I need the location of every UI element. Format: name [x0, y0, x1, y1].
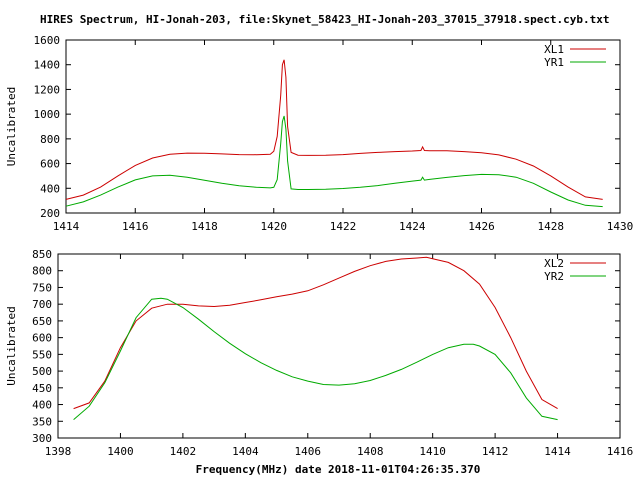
top-x-tick-label: 1430 — [607, 220, 634, 233]
top-x-tick-label: 1418 — [191, 220, 218, 233]
top-series-line-yr1 — [65, 115, 603, 208]
top-x-tick-label: 1428 — [538, 220, 565, 233]
bottom-y-tick-label: 500 — [32, 365, 52, 378]
top-y-axis-label: Uncalibrated — [5, 87, 18, 166]
bottom-y-tick-label: 800 — [32, 265, 52, 278]
legend-label-xl2: XL2 — [544, 257, 564, 270]
top-series-line-xl1 — [65, 59, 603, 200]
bottom-y-tick-label: 750 — [32, 281, 52, 294]
top-x-tick-label: 1420 — [261, 220, 288, 233]
bottom-spectrum-plot: 1398 1400 1402 1404 1406 1408 1410 1412 1414 1416… — [5, 248, 633, 458]
bottom-x-tick-label: 1408 — [357, 445, 384, 458]
bottom-y-tick-label: 400 — [32, 399, 52, 412]
bottom-series-line-yr2 — [73, 297, 558, 421]
bottom-y-tick-label: 550 — [32, 348, 52, 361]
bottom-x-tick-label: 1402 — [170, 445, 197, 458]
bottom-series-line-xl2 — [73, 256, 558, 410]
top-x-tick-label: 1414 — [53, 220, 80, 233]
top-x-tick-label: 1424 — [399, 220, 426, 233]
bottom-y-tick-label: 600 — [32, 332, 52, 345]
top-y-tick-label: 1400 — [34, 59, 61, 72]
top-y-tick-label: 800 — [40, 133, 60, 146]
chart-title: HIRES Spectrum, HI-Jonah-203, file:Skyne… — [40, 13, 610, 26]
top-spectrum-plot: 1414 1416 1418 1420 1422 1424 1426 1428 1430 200 4… — [5, 34, 633, 233]
bottom-y-axis-label: Uncalibrated — [5, 306, 18, 385]
bottom-plot-frame — [57, 253, 621, 439]
bottom-y-tick-label: 850 — [32, 248, 52, 261]
legend-label-yr2: YR2 — [544, 270, 564, 283]
top-y-tick-label: 1600 — [34, 34, 61, 47]
bottom-y-tick-label: 700 — [32, 298, 52, 311]
top-y-tick-label: 1200 — [34, 83, 61, 96]
legend-label-xl1: XL1 — [544, 43, 564, 56]
bottom-x-tick-label: 1398 — [45, 445, 72, 458]
bottom-y-tick-label: 650 — [32, 315, 52, 328]
bottom-x-tick-label: 1412 — [482, 445, 509, 458]
bottom-y-tick-label: 350 — [32, 415, 52, 428]
top-x-tick-label: 1416 — [122, 220, 149, 233]
bottom-x-tick-label: 1416 — [607, 445, 634, 458]
legend-label-yr1: YR1 — [544, 56, 564, 69]
bottom-x-tick-label: 1410 — [419, 445, 446, 458]
top-y-tick-label: 1000 — [34, 108, 61, 121]
bottom-y-tick-label: 450 — [32, 382, 52, 395]
bottom-x-tick-label: 1414 — [544, 445, 571, 458]
top-plot-frame — [65, 39, 621, 214]
bottom-x-tick-label: 1406 — [295, 445, 322, 458]
bottom-y-tick-label: 300 — [32, 432, 52, 445]
x-axis-label: Frequency(MHz) date 2018-11-01T04:26:35.… — [196, 463, 481, 476]
bottom-x-tick-label: 1404 — [232, 445, 259, 458]
top-y-tick-label: 600 — [40, 158, 60, 171]
top-x-tick-label: 1422 — [330, 220, 357, 233]
bottom-x-tick-label: 1400 — [107, 445, 134, 458]
top-y-tick-label: 400 — [40, 182, 60, 195]
top-y-tick-label: 200 — [40, 207, 60, 220]
top-x-tick-label: 1426 — [468, 220, 495, 233]
